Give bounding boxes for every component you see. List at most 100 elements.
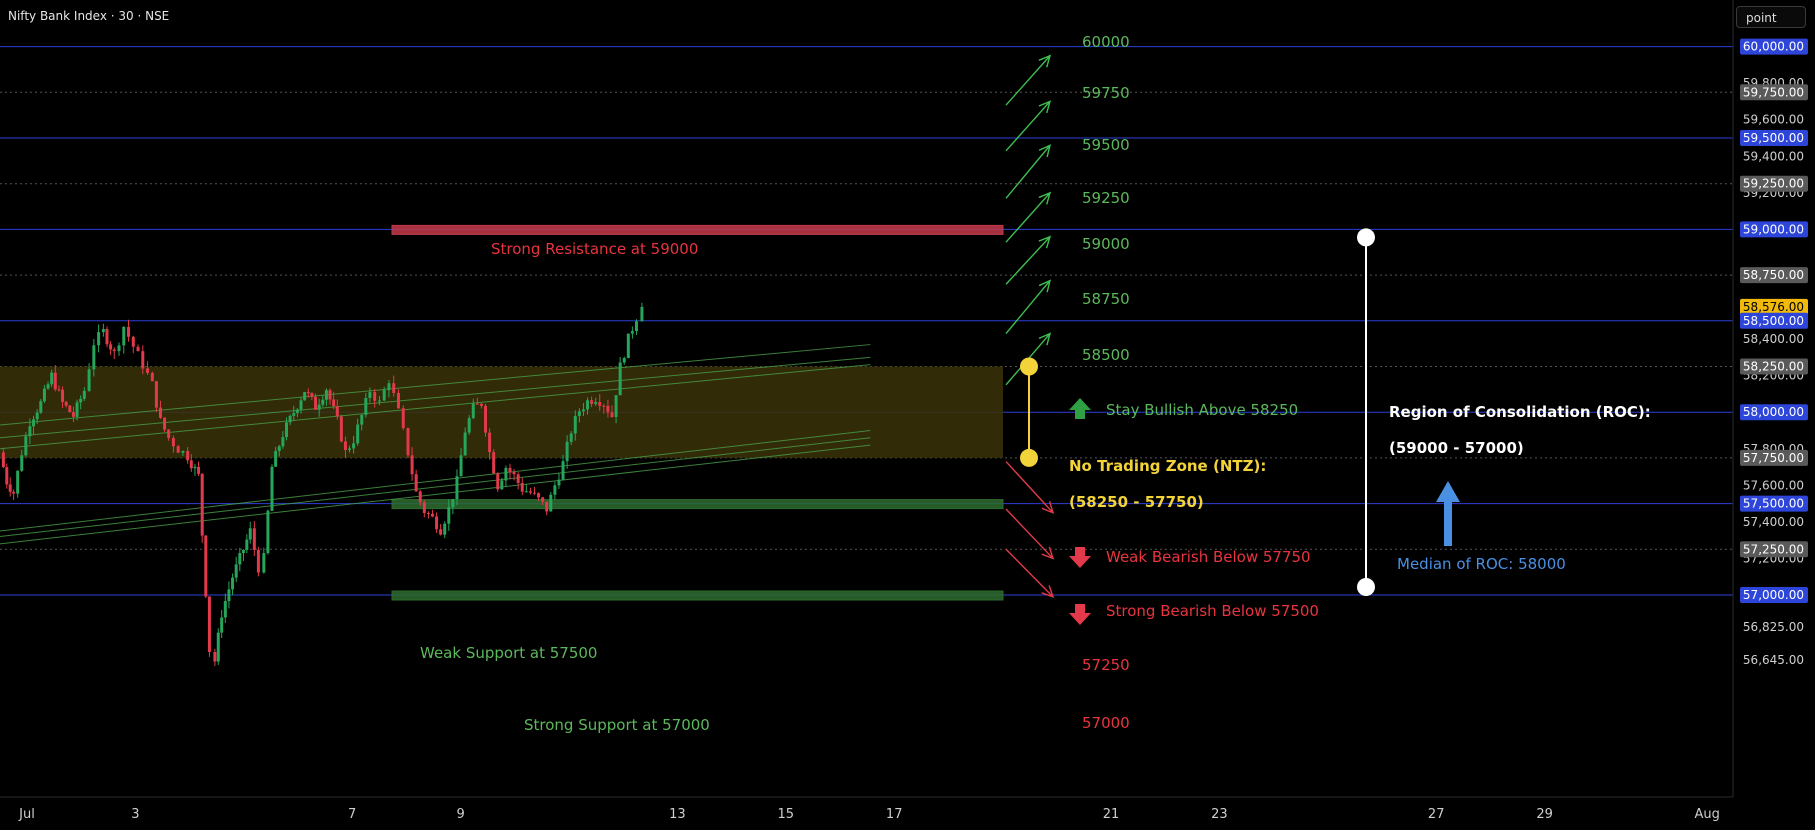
roc-top-marker xyxy=(1357,228,1375,247)
candle-body xyxy=(252,528,256,550)
candle-body xyxy=(131,336,135,347)
candle-body xyxy=(8,484,12,492)
target-down-label: 57000 xyxy=(1082,714,1130,732)
candle-body xyxy=(266,510,270,554)
candle-body xyxy=(577,411,581,416)
time-tick: Aug xyxy=(1695,807,1720,822)
time-tick: 13 xyxy=(669,807,686,822)
target-down-arrow xyxy=(1005,548,1054,598)
candle-body xyxy=(590,400,594,404)
channel-line xyxy=(0,356,871,439)
price-tick: 56,825.00 xyxy=(1743,620,1804,634)
candle-body xyxy=(207,596,211,652)
target-down-arrow-head xyxy=(1041,501,1055,514)
target-up-label: 59500 xyxy=(1082,136,1130,154)
target-down-arrow xyxy=(1005,461,1054,514)
candle-body xyxy=(382,389,386,401)
roc-bottom-marker xyxy=(1357,578,1375,596)
candle-body xyxy=(512,472,516,475)
candle-body xyxy=(213,651,217,662)
candle-body xyxy=(622,358,626,363)
candle-body xyxy=(285,422,289,438)
target-down-arrow-head xyxy=(1041,585,1055,598)
candle-body xyxy=(186,451,190,461)
candle-body xyxy=(447,507,451,524)
candle-body xyxy=(28,426,32,437)
candle-body xyxy=(392,383,396,393)
candle-body xyxy=(57,389,61,391)
target-up-label: 59000 xyxy=(1082,235,1130,253)
candle-body xyxy=(112,349,116,352)
candle-body xyxy=(475,403,479,405)
candle-body xyxy=(459,455,463,477)
price-tick: 57,400.00 xyxy=(1743,515,1804,529)
price-tag-label: 58,000.00 xyxy=(1743,405,1804,419)
strong-resistance-band xyxy=(391,224,1004,235)
candle-body xyxy=(61,389,65,402)
candle-body xyxy=(401,408,405,429)
price-tick: 59,600.00 xyxy=(1743,113,1804,127)
candle-body xyxy=(418,491,422,503)
candle-body xyxy=(193,466,197,469)
candle-body xyxy=(238,553,242,565)
candle-body xyxy=(467,418,471,433)
candle-body xyxy=(50,372,54,385)
price-tag xyxy=(1740,267,1808,284)
stay-bullish-label: Stay Bullish Above 58250 xyxy=(1106,401,1298,419)
weak-support-band xyxy=(391,499,1004,510)
price-tag-label: 58,576.00 xyxy=(1743,300,1804,314)
price-tag xyxy=(1740,541,1808,558)
price-tag xyxy=(1740,587,1808,603)
candle-body xyxy=(146,368,150,373)
price-tag-label: 59,000.00 xyxy=(1743,222,1804,236)
price-unit-button[interactable]: point xyxy=(1736,6,1806,28)
candle-body xyxy=(324,390,328,400)
candle-body xyxy=(46,384,50,389)
strong-support-band xyxy=(391,590,1004,601)
candle-body xyxy=(262,553,266,573)
candle-body xyxy=(553,485,557,495)
target-up-arrow-head xyxy=(1038,279,1052,293)
target-up-arrow-head xyxy=(1038,235,1052,249)
candle-body xyxy=(557,479,561,486)
candle-body xyxy=(541,497,545,502)
candle-body xyxy=(154,381,158,408)
candle-body xyxy=(377,400,381,402)
candle-body xyxy=(105,329,109,345)
candle-body xyxy=(299,400,303,410)
time-tick: 27 xyxy=(1428,807,1445,822)
candle-body xyxy=(310,393,314,397)
candle-body xyxy=(387,383,391,390)
candle-body xyxy=(216,632,220,662)
time-tick: Jul xyxy=(18,807,35,822)
candle-body xyxy=(410,455,414,475)
candle-body xyxy=(463,432,467,456)
time-tick: 23 xyxy=(1211,807,1228,822)
candle-body xyxy=(234,564,238,578)
candle-body xyxy=(435,516,439,530)
candle-body xyxy=(479,403,483,406)
strong-support-label: Strong Support at 57000 xyxy=(524,716,710,734)
candle-body xyxy=(586,400,590,410)
weak-bearish-label: Weak Bearish Below 57750 xyxy=(1106,548,1311,566)
price-tag xyxy=(1740,38,1808,55)
candle-body xyxy=(274,451,278,467)
candle-body xyxy=(594,402,598,404)
target-up-arrow-head xyxy=(1038,54,1052,68)
candle-body xyxy=(406,428,410,456)
candle-body xyxy=(109,344,113,350)
candle-body xyxy=(24,436,28,456)
price-tag xyxy=(1740,495,1808,512)
candle-body xyxy=(598,402,602,406)
channel-line xyxy=(0,344,871,426)
candle-body xyxy=(545,501,549,512)
candle-body xyxy=(321,399,325,405)
price-tick: 56,645.00 xyxy=(1743,653,1804,667)
target-up-label: 58500 xyxy=(1082,346,1130,364)
candle-body xyxy=(97,332,101,346)
target-up-arrow-head xyxy=(1038,332,1052,346)
price-tag xyxy=(1740,175,1808,192)
candle-body xyxy=(75,402,79,417)
price-tag xyxy=(1740,298,1808,315)
